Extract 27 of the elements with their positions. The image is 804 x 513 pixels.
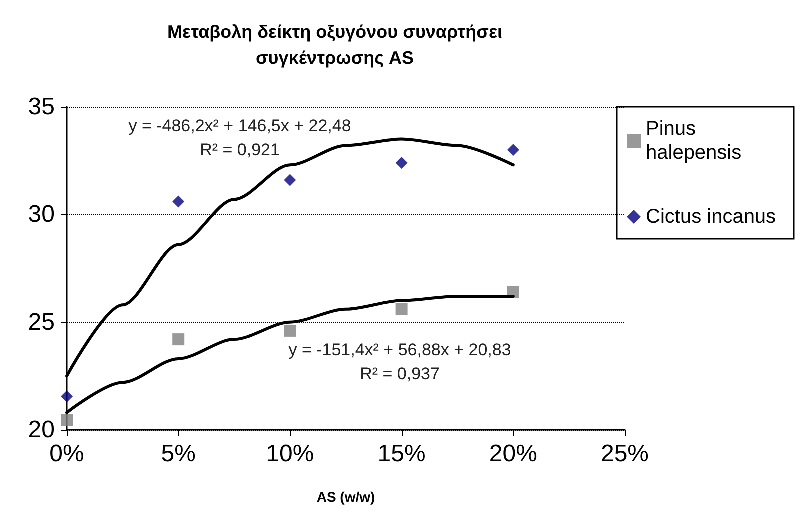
y-tick-label: 35 — [28, 94, 55, 120]
y-tick-label: 30 — [28, 201, 55, 228]
y-tick-label: 20 — [28, 416, 55, 444]
annotation: R² = 0,937 — [360, 364, 440, 384]
point — [284, 324, 296, 337]
x-tick-label: 10% — [266, 440, 314, 468]
point — [396, 156, 408, 169]
point — [172, 334, 185, 346]
x-tick-label: 25% — [600, 440, 650, 468]
x-axis-title: AS (w/w) — [316, 489, 376, 505]
x-tick-label: 5% — [161, 440, 196, 468]
annotation: y = -486,2x² + 146,5x + 22,48 — [128, 116, 352, 136]
x-tick-label: 15% — [378, 440, 426, 468]
point — [61, 390, 73, 403]
annotation: R² = 0,921 — [200, 140, 280, 160]
y-tick-label: 25 — [28, 308, 55, 336]
legend-label: Pinus halepensis — [646, 118, 742, 164]
annotation: y = -151,4x² + 56,88x + 20,83 — [288, 340, 512, 360]
x-tick-label: 0% — [50, 440, 84, 468]
x-tick-label: 20% — [489, 440, 538, 468]
point — [172, 196, 185, 208]
point — [507, 144, 520, 156]
legend-label: Cictus incanus — [646, 206, 776, 228]
point — [61, 414, 73, 426]
chart-title: Μεταβολη δείκτη οξυγόνου συναρτήσει συγκέντρωσης AS — [167, 22, 503, 68]
point — [284, 174, 296, 186]
point — [396, 303, 408, 316]
